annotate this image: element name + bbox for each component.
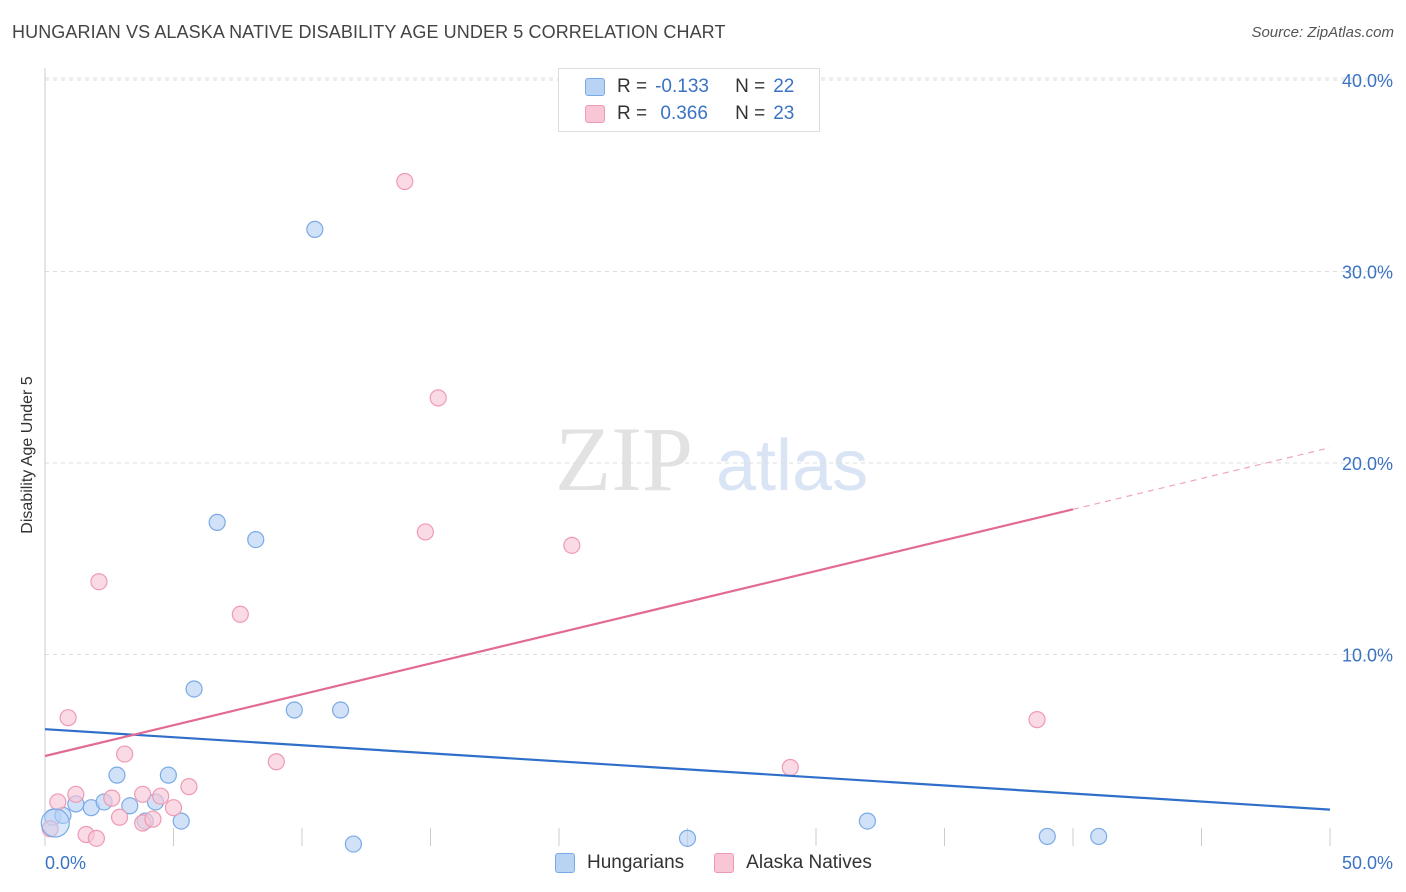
alaska-native-point: [59, 709, 77, 727]
series-legend-label: Alaska Natives: [746, 852, 872, 873]
alaska-native-point: [429, 389, 447, 407]
legend-swatch-blue: [555, 853, 575, 873]
legend-n-value: 23: [773, 103, 795, 124]
alaska-native-point: [110, 808, 129, 826]
hungarian-point-cluster: [40, 808, 70, 838]
legend-n-label: N =: [735, 103, 766, 124]
legend-swatch-blue: [585, 78, 605, 96]
series-legend-hungarians[interactable]: Hungarians: [555, 852, 684, 874]
watermark-atlas: atlas: [716, 426, 868, 506]
alaska-native-point: [90, 573, 108, 591]
hungarian-trend-line: [44, 728, 1331, 811]
alaska-native-point: [180, 778, 198, 796]
trend-layer: [44, 447, 1331, 811]
hungarian-point: [331, 701, 350, 719]
legend-r-label: R =: [617, 103, 648, 124]
hungarian-point: [121, 797, 139, 815]
legend-row-alaska-natives: R = 0.366 N = 23: [585, 101, 794, 127]
legend-r-value: -0.133: [655, 76, 709, 97]
chart-title: HUNGARIAN VS ALASKA NATIVE DISABILITY AG…: [12, 22, 726, 42]
legend-row-hungarians: R = -0.133 N = 22: [585, 74, 794, 100]
watermark-zip: ZIP: [555, 408, 693, 510]
hungarian-point: [344, 835, 362, 853]
alaska-native-point: [87, 829, 106, 847]
hungarian-point: [108, 766, 126, 784]
tick-label-layer: 10.0% 20.0% 30.0% 40.0% 0.0% 50.0%: [45, 71, 1393, 873]
alaska-native-point: [67, 785, 85, 803]
alaska-native-point: [164, 799, 183, 817]
alaska-native-point: [267, 753, 285, 771]
alaska-native-point: [103, 789, 121, 807]
hungarian-point: [285, 701, 303, 719]
alaska-native-point: [396, 172, 414, 191]
legend-swatch-pink: [585, 105, 605, 123]
hungarian-point: [858, 812, 877, 830]
alaska-native-point: [563, 536, 581, 554]
hungarian-point: [185, 680, 203, 698]
y-tick-label: 40.0%: [1342, 71, 1393, 91]
alaska-native-point: [1028, 711, 1046, 729]
x-tick-label: 50.0%: [1342, 853, 1393, 873]
hungarian-point: [1090, 827, 1108, 846]
alaska-native-point: [144, 810, 162, 828]
alaska-native-point: [231, 605, 249, 623]
alaska-native-point: [416, 523, 434, 541]
hungarian-point: [306, 220, 324, 238]
alaska-native-trend-line-extension: [1072, 447, 1331, 510]
series-legend-label: Hungarians: [587, 852, 685, 873]
series-legend-alaska-natives[interactable]: Alaska Natives: [714, 852, 872, 874]
hungarian-point: [1038, 827, 1056, 846]
hungarian-point: [159, 766, 177, 784]
correlation-legend: R = -0.133 N = 22 R = 0.366 N = 23: [558, 68, 820, 132]
legend-r-value: 0.366: [655, 103, 708, 124]
legend-r-label: R =: [617, 76, 648, 97]
grid-layer: [45, 77, 1392, 655]
x-tick-label: 0.0%: [45, 853, 86, 873]
hungarian-point: [208, 513, 226, 531]
legend-n-label: N =: [735, 76, 766, 97]
y-tick-label: 10.0%: [1342, 646, 1393, 666]
series-legend: Hungarians Alaska Natives: [555, 852, 902, 874]
alaska-native-point: [134, 785, 152, 803]
alaska-native-point: [49, 793, 67, 811]
hungarian-point: [247, 530, 265, 549]
hungarian-point: [172, 812, 190, 830]
y-tick-label: 30.0%: [1342, 263, 1393, 283]
legend-swatch-pink: [714, 853, 735, 873]
hungarian-point: [678, 829, 697, 847]
y-tick-label: 20.0%: [1342, 454, 1393, 474]
alaska-native-point: [781, 758, 799, 777]
legend-n-value: 22: [773, 76, 795, 97]
alaska-native-point: [152, 787, 170, 805]
alaska-native-trend-line: [44, 508, 1074, 758]
alaska-native-point: [116, 745, 134, 763]
source-label: Source: ZipAtlas.com: [1251, 24, 1394, 41]
points-layer: [40, 172, 1108, 853]
